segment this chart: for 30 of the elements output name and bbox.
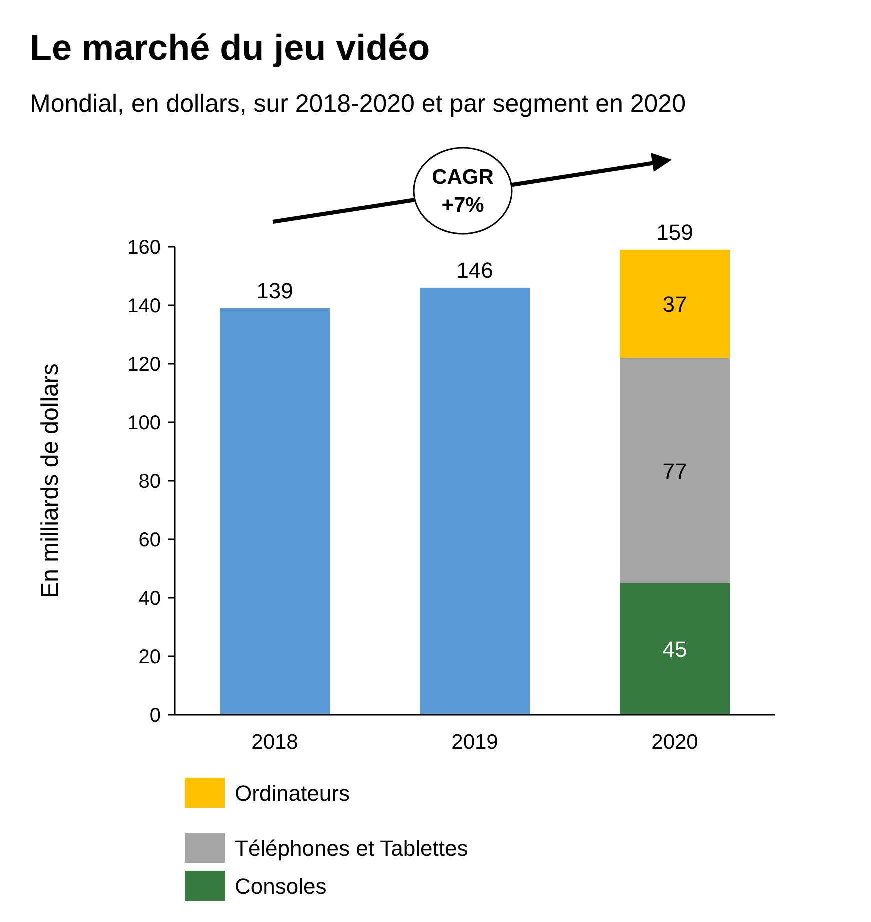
total-label: 139: [256, 278, 294, 304]
chart-subtitle: Mondial, en dollars, sur 2018-2020 et par segment en 2020: [30, 90, 686, 118]
data-label: 77: [662, 458, 688, 484]
total-label: 146: [456, 258, 494, 283]
y-tick-label: 0: [150, 705, 161, 727]
total-label: 159: [656, 220, 694, 245]
y-tick-label: 20: [138, 646, 161, 668]
y-axis-title: En milliards de dollars: [37, 364, 64, 598]
bar: [620, 583, 730, 715]
y-tick-label: 140: [128, 296, 161, 318]
y-tick-label: 40: [138, 588, 161, 610]
legend-label: Téléphones et Tablettes: [235, 836, 468, 861]
data-label: 37: [662, 292, 688, 318]
legend-label: Consoles: [235, 874, 327, 899]
y-tick-label: 60: [138, 530, 161, 552]
y-tick-label: 120: [128, 354, 161, 376]
y-tick-label: 100: [128, 412, 161, 434]
y-tick-label: 160: [128, 237, 161, 259]
x-tick-label: 2019: [452, 731, 498, 754]
data-label: 45: [662, 637, 688, 662]
bar: [620, 250, 730, 358]
y-tick-label: 80: [138, 471, 161, 493]
legend-label: Ordinateurs: [235, 781, 350, 806]
chart-title: Le marché du jeu vidéo: [30, 27, 430, 68]
x-tick-label: 2020: [652, 731, 698, 754]
bar: [220, 308, 330, 715]
x-tick-label: 2018: [252, 731, 298, 754]
text: CAGR +7%: [432, 166, 494, 217]
bar: [620, 358, 730, 584]
bar: [420, 288, 530, 715]
